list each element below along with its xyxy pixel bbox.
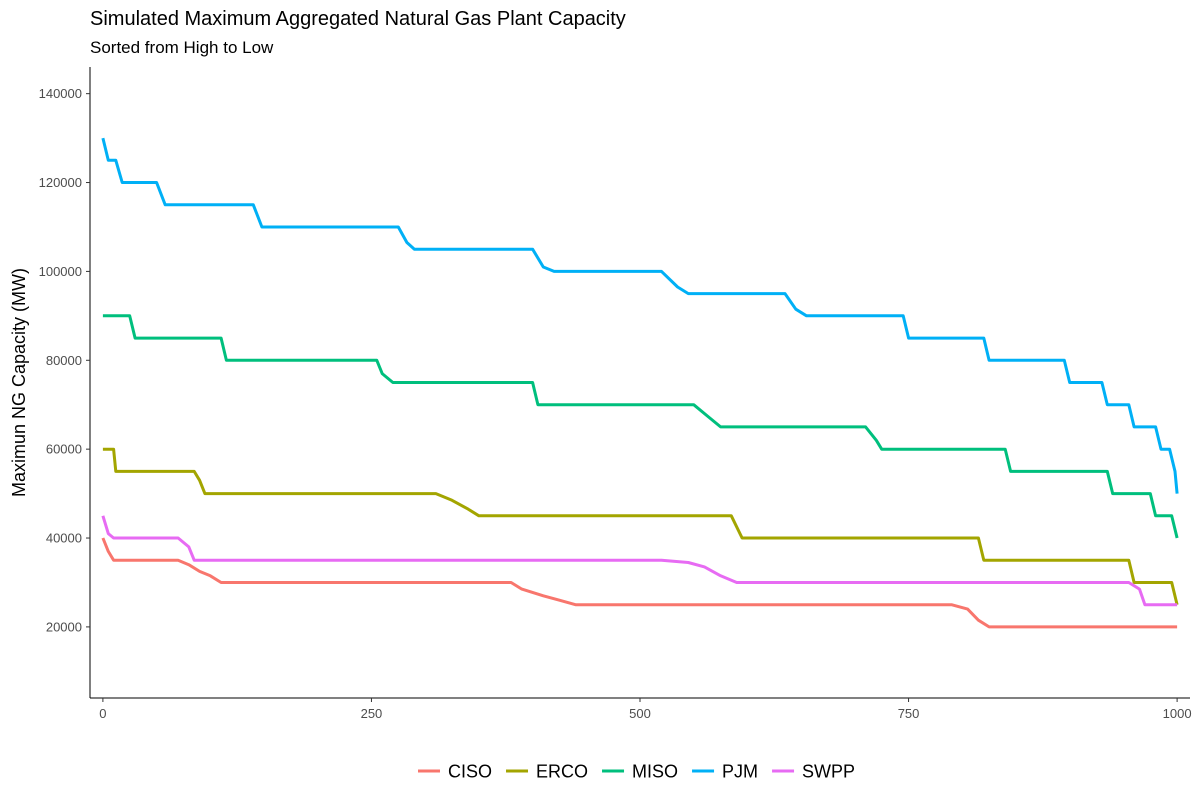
legend-item-erco: ERCO <box>506 762 588 782</box>
y-tick-label: 80000 <box>46 353 82 368</box>
legend-item-swpp: SWPP <box>772 762 855 782</box>
x-tick-label: 1000 <box>1163 706 1192 721</box>
legend-item-miso: MISO <box>602 762 678 782</box>
y-tick-label: 140000 <box>39 86 82 101</box>
legend: CISO ERCO MISO PJM SWPP <box>418 762 855 782</box>
legend-label: PJM <box>722 762 758 782</box>
legend-item-ciso: CISO <box>418 762 492 782</box>
x-tick-label: 0 <box>99 706 106 721</box>
y-tick-label: 120000 <box>39 175 82 190</box>
y-tick-label: 60000 <box>46 442 82 457</box>
legend-label: CISO <box>448 762 492 782</box>
legend-label: ERCO <box>536 762 588 782</box>
x-tick-label: 250 <box>361 706 383 721</box>
series-lines <box>101 137 1179 629</box>
series-line-pjm <box>101 137 1179 494</box>
series-line-erco <box>102 447 1179 606</box>
chart-subtitle: Sorted from High to Low <box>90 38 274 57</box>
series-line-swpp <box>101 515 1178 607</box>
axes: 20000 40000 60000 80000 100000 120000 140000 0 2… <box>9 67 1192 721</box>
legend-item-pjm: PJM <box>692 762 758 782</box>
series-line-miso <box>102 314 1179 539</box>
x-tick-label: 750 <box>898 706 920 721</box>
series-line-ciso <box>101 537 1178 629</box>
y-tick-label: 100000 <box>39 264 82 279</box>
legend-label: SWPP <box>802 762 855 782</box>
chart-title: Simulated Maximum Aggregated Natural Gas… <box>90 8 626 30</box>
y-axis-title: Maximun NG Capacity (MW) <box>9 268 29 497</box>
y-tick-label: 20000 <box>46 619 82 634</box>
y-tick-label: 40000 <box>46 531 82 546</box>
legend-label: MISO <box>632 762 678 782</box>
x-tick-label: 500 <box>629 706 651 721</box>
